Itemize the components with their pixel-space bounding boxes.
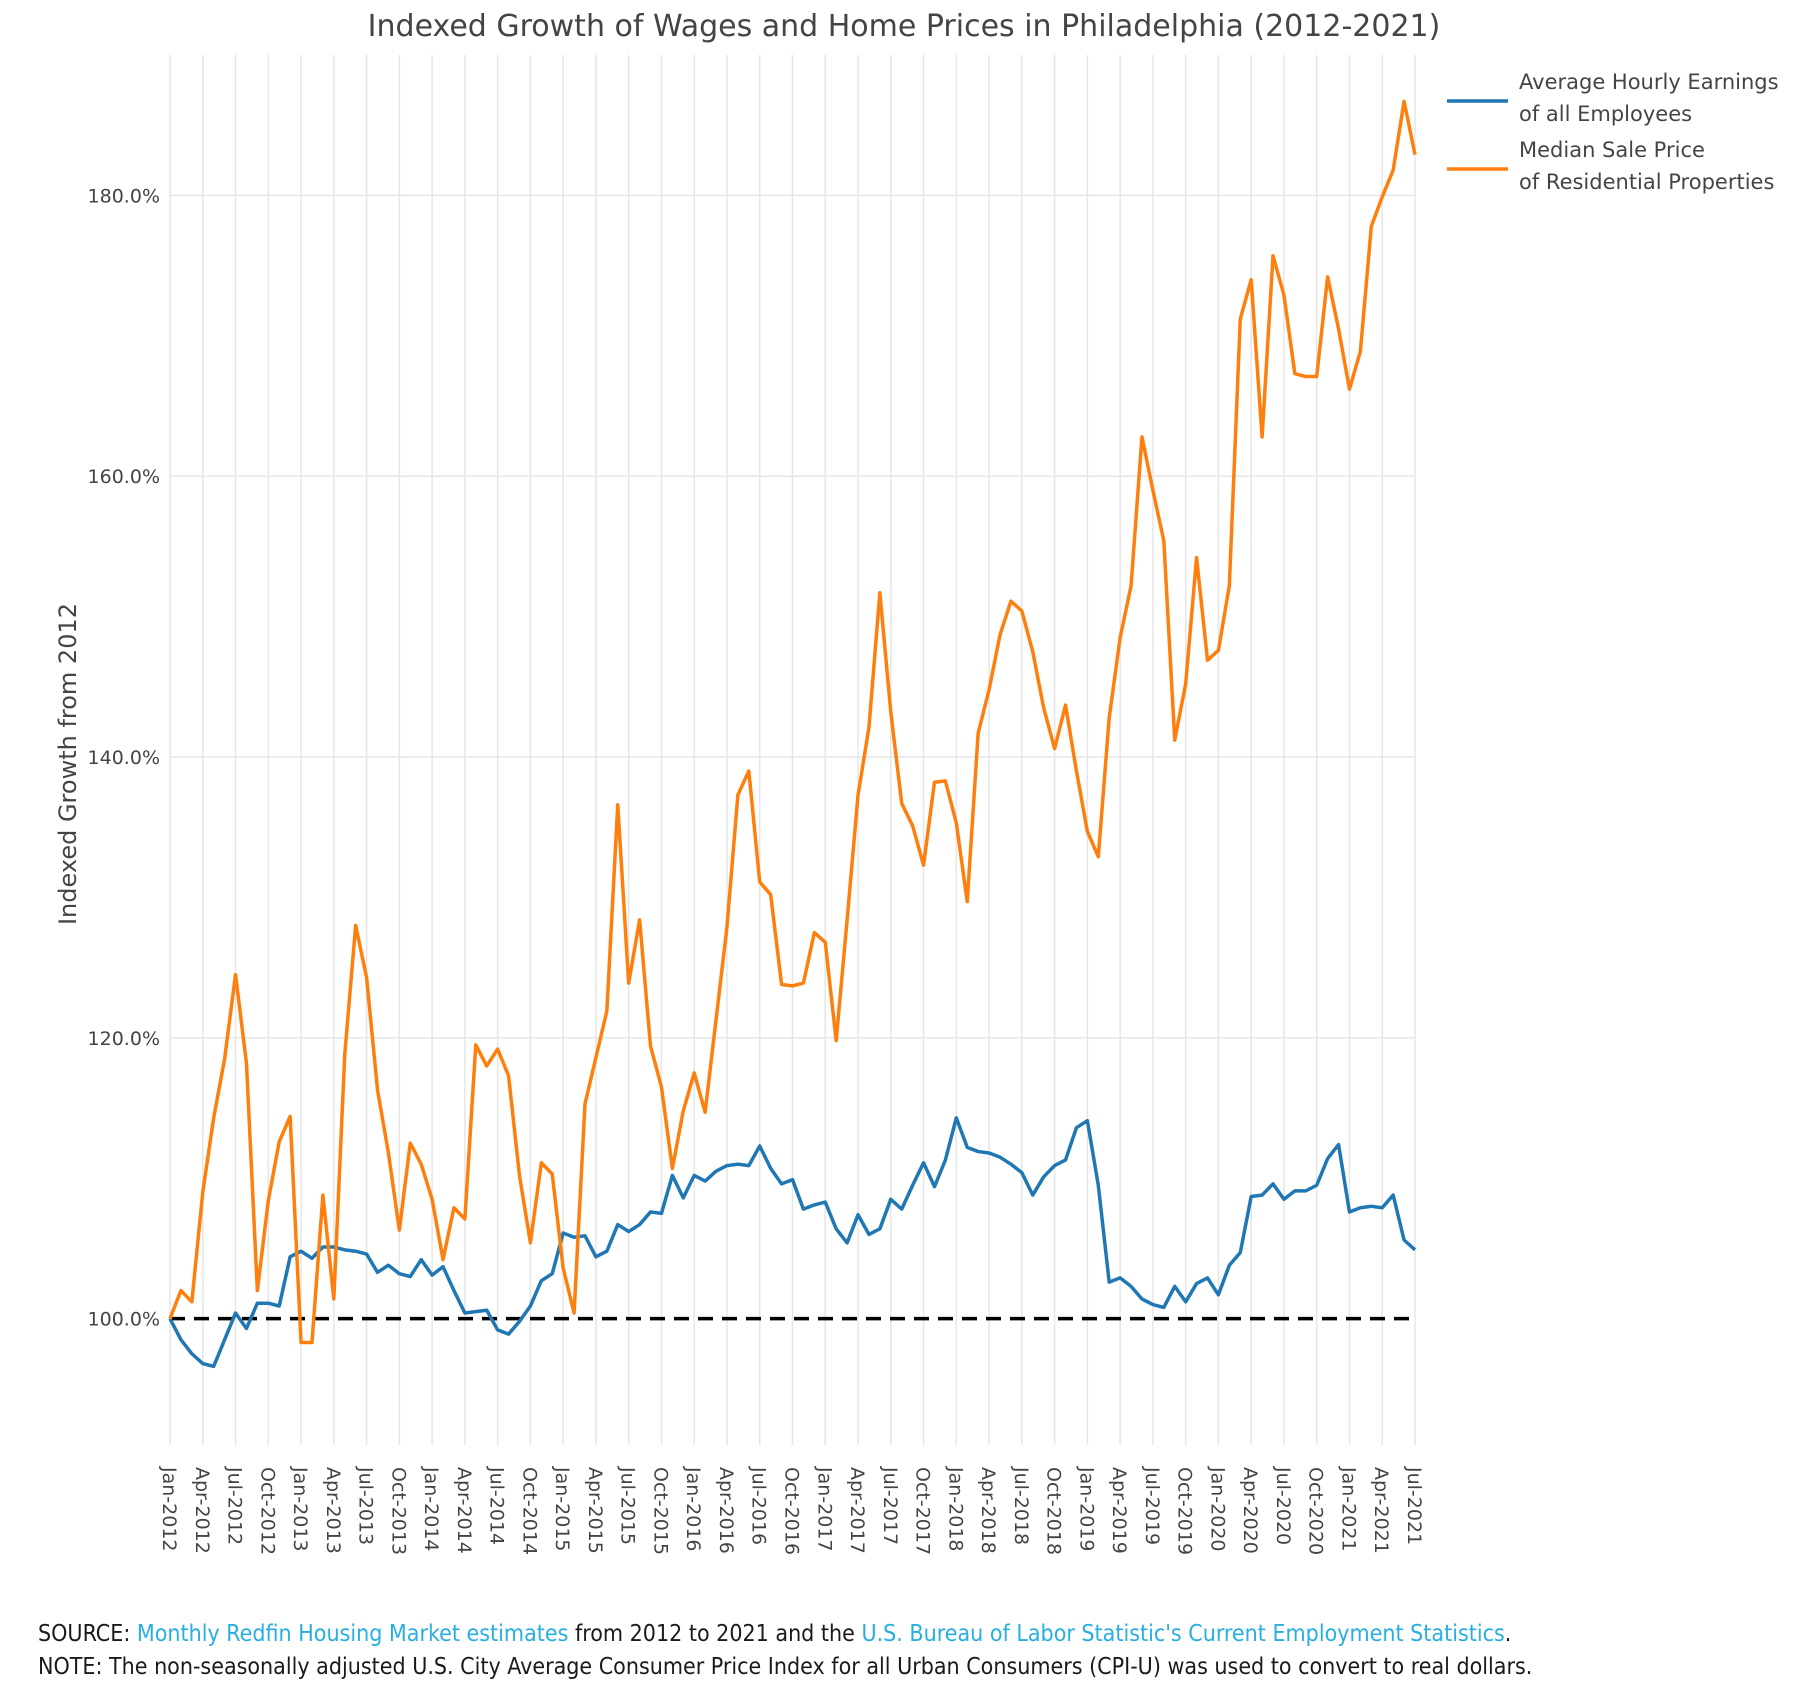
x-tick-label: Jan-2012: [158, 1466, 180, 1552]
y-tick-label: 120.0%: [88, 1028, 160, 1050]
series-line-sale-price: [168, 99, 1417, 1345]
source-middle: from 2012 to 2021 and the: [568, 1621, 862, 1647]
footer: SOURCE: Monthly Redfin Housing Market es…: [38, 1618, 1798, 1684]
y-axis-label: Indexed Growth from 2012: [54, 603, 82, 925]
x-tick-label: Jul-2017: [879, 1466, 901, 1545]
x-tick-label: Apr-2013: [322, 1467, 344, 1554]
legend-label-sale-price: of Residential Properties: [1519, 170, 1774, 194]
y-axis-ticks: 100.0% 120.0% 140.0% 160.0% 180.0%: [88, 185, 160, 1330]
x-tick-label: Jul-2020: [1272, 1466, 1294, 1545]
x-tick-label: Oct-2019: [1174, 1467, 1196, 1555]
x-tick-label: Apr-2019: [1108, 1467, 1130, 1554]
x-tick-label: Apr-2017: [846, 1467, 868, 1554]
x-tick-label: Jul-2013: [355, 1466, 377, 1545]
x-tick-label: Oct-2016: [781, 1467, 803, 1555]
x-tick-label: Jan-2015: [551, 1466, 573, 1552]
x-tick-label: Jan-2019: [1075, 1466, 1097, 1552]
x-axis-ticks: Jan-2012 Apr-2012 Jul-2012 Oct-2012 Jan-2013…: [158, 1466, 1425, 1555]
legend-label-sale-price: Median Sale Price: [1519, 138, 1705, 162]
x-tick-label: Jul-2015: [617, 1466, 639, 1545]
x-tick-label: Jan-2013: [289, 1466, 311, 1552]
y-tick-label: 100.0%: [88, 1309, 160, 1331]
x-tick-label: Apr-2018: [977, 1467, 999, 1554]
x-tick-label: Jul-2014: [486, 1466, 508, 1545]
source-prefix: SOURCE:: [38, 1621, 137, 1647]
x-tick-label: Jul-2019: [1141, 1466, 1163, 1545]
x-tick-label: Oct-2014: [518, 1467, 540, 1555]
x-tick-label: Jul-2016: [748, 1466, 770, 1545]
x-tick-label: Jan-2017: [813, 1466, 835, 1552]
series-layer: [168, 99, 1417, 1369]
y-tick-label: 140.0%: [88, 747, 160, 769]
source-suffix: .: [1504, 1621, 1512, 1647]
x-tick-label: Oct-2015: [649, 1467, 671, 1555]
x-tick-label: Oct-2018: [1043, 1467, 1065, 1555]
x-tick-label: Apr-2014: [453, 1467, 475, 1554]
x-tick-label: Oct-2020: [1305, 1467, 1327, 1555]
legend: Average Hourly Earnings of all Employees M…: [1447, 70, 1779, 194]
x-tick-label: Oct-2017: [912, 1467, 934, 1555]
x-tick-label: Apr-2021: [1370, 1467, 1392, 1554]
x-tick-label: Apr-2016: [715, 1467, 737, 1554]
chart-title: Indexed Growth of Wages and Home Prices …: [368, 9, 1441, 44]
x-tick-label: Jan-2018: [944, 1466, 966, 1552]
x-tick-label: Jan-2020: [1206, 1466, 1228, 1552]
x-tick-label: Jan-2021: [1337, 1466, 1359, 1552]
grid: [169, 55, 1416, 1445]
note-line: NOTE: The non-seasonally adjusted U.S. C…: [38, 1654, 1533, 1680]
chart: Indexed Growth of Wages and Home Prices …: [54, 9, 1779, 1555]
x-tick-label: Oct-2013: [387, 1467, 409, 1555]
x-tick-label: Jul-2021: [1403, 1466, 1425, 1545]
x-tick-label: Jul-2018: [1010, 1466, 1032, 1545]
x-tick-label: Oct-2012: [256, 1467, 278, 1555]
x-tick-label: Jan-2016: [682, 1466, 704, 1552]
y-tick-label: 180.0%: [88, 185, 160, 207]
legend-label-earnings: of all Employees: [1519, 102, 1692, 126]
x-tick-label: Jan-2014: [420, 1466, 442, 1552]
bls-link[interactable]: U.S. Bureau of Labor Statistic's Current…: [861, 1621, 1505, 1647]
redfin-link[interactable]: Monthly Redfin Housing Market estimates: [136, 1621, 569, 1647]
x-tick-label: Apr-2020: [1239, 1467, 1261, 1554]
x-tick-label: Apr-2015: [584, 1467, 606, 1554]
x-tick-label: Jul-2012: [224, 1466, 246, 1545]
x-tick-label: Apr-2012: [191, 1467, 213, 1554]
y-tick-label: 160.0%: [88, 466, 160, 488]
legend-label-earnings: Average Hourly Earnings: [1519, 70, 1779, 94]
source-line: SOURCE: Monthly Redfin Housing Market es…: [38, 1618, 1798, 1651]
series-line-earnings: [168, 1116, 1417, 1369]
